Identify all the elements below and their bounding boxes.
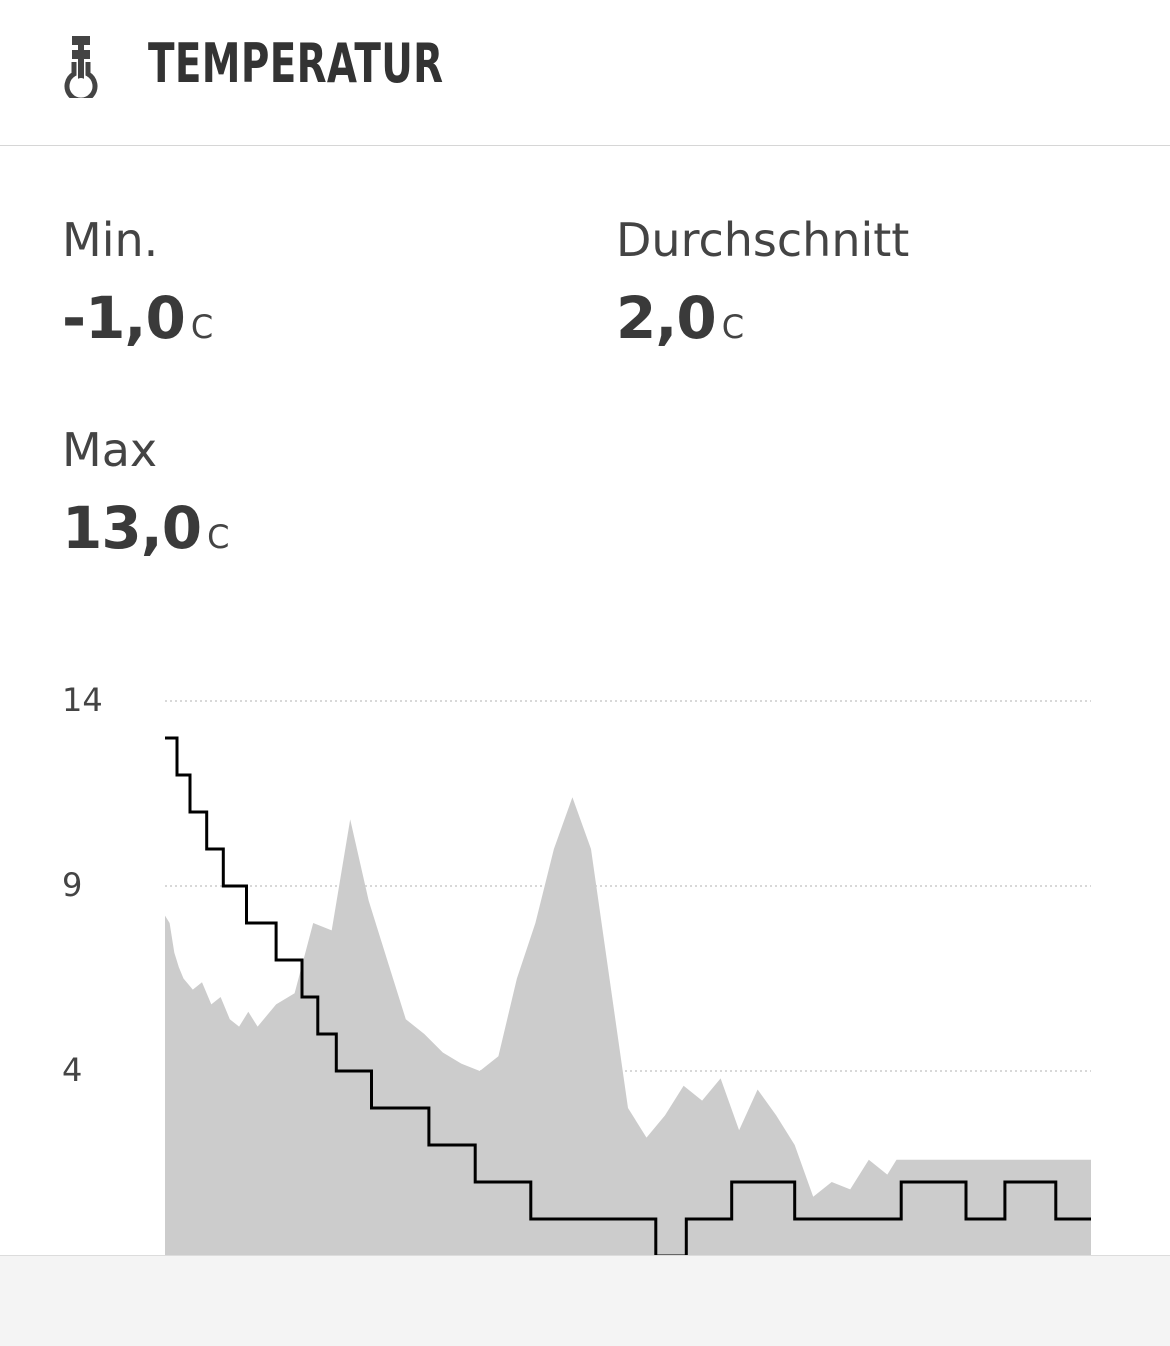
temperature-chart: 14 9 4 <box>62 681 1091 1258</box>
stat-max-value: 13,0 <box>62 494 202 562</box>
thermometer-icon <box>64 36 98 98</box>
stat-min-value-row: -1,0 C <box>62 288 213 364</box>
grid-layer <box>165 700 1091 1072</box>
footer-bar <box>0 1255 1170 1346</box>
y-tick-label-2: 4 <box>62 1051 82 1089</box>
stat-min-label: Min. <box>62 213 159 267</box>
area-series <box>165 797 1091 1256</box>
stat-average-value: 2,0 <box>616 284 717 352</box>
stat-max: Max 13,0 C <box>62 424 229 574</box>
stat-max-label: Max <box>62 423 158 477</box>
stat-min-value: -1,0 <box>62 284 186 352</box>
stat-average-label: Durchschnitt <box>616 213 910 267</box>
stat-max-value-row: 13,0 C <box>62 498 229 574</box>
data-layer <box>165 736 1091 1258</box>
y-tick-label-0: 14 <box>62 681 103 719</box>
stat-average-unit: C <box>721 308 745 346</box>
header: TEMPERATUR <box>0 0 1170 146</box>
step-series <box>165 736 1091 1258</box>
stat-average-value-row: 2,0 C <box>616 288 909 364</box>
stat-min: Min. -1,0 C <box>62 214 213 364</box>
label-layer: 14 9 4 <box>62 681 103 1089</box>
stat-average: Durchschnitt 2,0 C <box>616 214 909 364</box>
y-tick-label-1: 9 <box>62 866 82 904</box>
page-title: TEMPERATUR <box>148 32 444 95</box>
stat-max-unit: C <box>207 518 230 556</box>
stat-min-unit: C <box>190 308 214 346</box>
